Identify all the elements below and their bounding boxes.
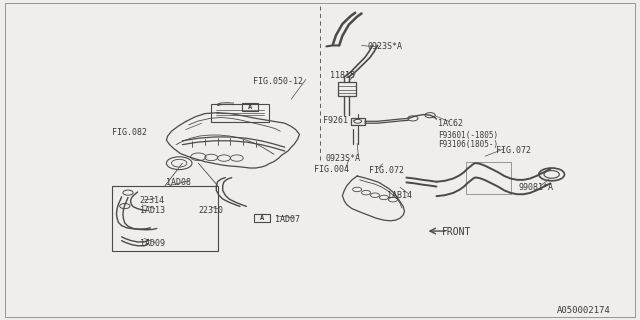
Text: 22310: 22310 [198, 206, 223, 215]
Text: A: A [248, 104, 252, 110]
Text: 1AC62: 1AC62 [438, 119, 463, 128]
Text: 22314: 22314 [140, 196, 164, 204]
Text: 1AD08: 1AD08 [166, 178, 191, 187]
Text: 1AD09: 1AD09 [140, 239, 164, 248]
Text: 11815: 11815 [330, 71, 355, 80]
Text: FIG.072: FIG.072 [369, 166, 404, 175]
Text: 99081*A: 99081*A [518, 183, 554, 192]
Text: 0923S*A: 0923S*A [325, 154, 360, 163]
Bar [242, 103, 258, 111]
Text: A050002174: A050002174 [557, 306, 611, 315]
Bar [466, 162, 511, 194]
Bar [351, 118, 365, 125]
Bar [211, 104, 269, 122]
Text: FIG.072: FIG.072 [496, 146, 531, 155]
Text: FIG.050-12: FIG.050-12 [253, 77, 303, 86]
Text: 0923S*A: 0923S*A [368, 42, 403, 51]
Text: 1AD07: 1AD07 [275, 215, 300, 224]
Text: FIG.082: FIG.082 [112, 128, 147, 137]
Text: FRONT: FRONT [442, 227, 471, 237]
Text: F9261: F9261 [323, 116, 348, 124]
Bar [254, 214, 270, 222]
Text: F93601(-1805): F93601(-1805) [438, 131, 499, 140]
Text: F93106(1805-): F93106(1805-) [438, 140, 499, 149]
Text: FIG.004: FIG.004 [314, 165, 349, 174]
Text: A: A [260, 215, 264, 220]
Text: 1AB14: 1AB14 [387, 191, 412, 200]
Bar [338, 82, 356, 96]
Text: 1AD13: 1AD13 [140, 206, 164, 215]
Bar [112, 186, 218, 251]
